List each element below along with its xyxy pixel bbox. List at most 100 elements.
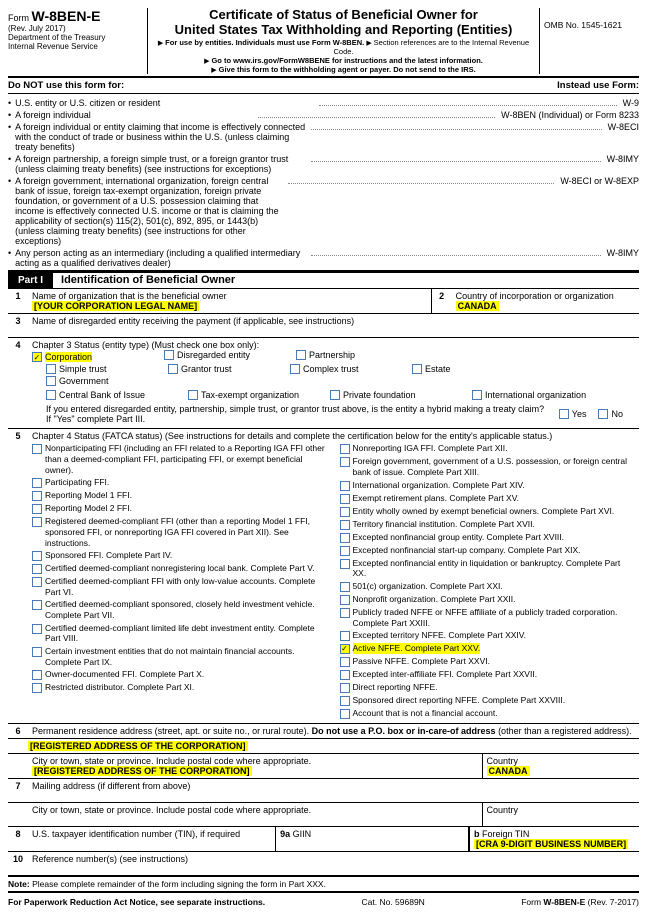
fatca-option[interactable]: Publicly traded NFFE or NFFE affiliate o… [340,607,636,628]
title1: Certificate of Status of Beneficial Owne… [154,8,533,23]
fatca-option[interactable]: Certified deemed-compliant nonregisterin… [32,563,328,574]
l1-num: 1 [8,289,28,313]
footer: For Paperwork Reduction Act Notice, see … [8,891,639,907]
checkbox-central-bank-of-issue[interactable]: Central Bank of Issue [46,390,176,400]
l9b-label: Foreign TIN [482,829,529,839]
title2: United States Tax Withholding and Report… [154,23,533,38]
fatca-option[interactable]: Territory financial institution. Complet… [340,519,636,530]
fatca-option[interactable]: Owner-documented FFI. Complete Part X. [32,669,328,680]
l6-label: Permanent residence address (street, apt… [32,726,309,736]
l8-label: U.S. taxpayer identification number (TIN… [32,829,271,839]
bullet-item: Any person acting as an intermediary (in… [8,248,639,268]
l6-city-value[interactable]: [REGISTERED ADDRESS OF THE CORPORATION] [32,766,252,776]
note1: For use by entities. Individuals must us… [165,38,364,47]
l9a-num: 9a [280,829,290,839]
fatca-option[interactable]: Excepted territory NFFE. Complete Part X… [340,630,636,641]
checkbox-grantor-trust[interactable]: Grantor trust [168,364,278,374]
checkbox-international-organization[interactable]: International organization [472,390,602,400]
l6-bold: Do not use a P.O. box or in-care-of addr… [312,726,496,736]
do-not-row: Do NOT use this form for: Instead use Fo… [8,78,639,94]
fatca-option[interactable]: Sponsored direct reporting NFFE. Complet… [340,695,636,706]
l6-country-value[interactable]: CANADA [487,766,530,776]
checkbox-simple-trust[interactable]: Simple trust [46,364,156,374]
fatca-option[interactable]: Certain investment entities that do not … [32,646,328,667]
bullet-item: A foreign government, international orga… [8,176,639,246]
fatca-option[interactable]: Nonparticipating FFI (including an FFI r… [32,443,328,475]
l9a-label: GIIN [293,829,312,839]
l7-num: 7 [8,779,28,802]
l4-yes[interactable]: Yes [559,404,587,424]
l7-country-label: Country [487,805,636,815]
checkbox-complex-trust[interactable]: Complex trust [290,364,400,374]
l6-num: 6 [8,724,28,738]
l3-num: 3 [8,314,28,337]
fatca-option[interactable]: Nonprofit organization. Complete Part XX… [340,594,636,605]
fatca-option[interactable]: International organization. Complete Par… [340,480,636,491]
rev: (Rev. July 2017) [8,24,143,33]
form-prefix: Form [8,13,29,23]
do-not-label: Do NOT use this form for: [8,80,124,91]
l3-label: Name of disregarded entity receiving the… [32,316,635,326]
l2-num: 2 [432,289,452,313]
fatca-option[interactable]: Foreign government, government of a U.S.… [340,456,636,477]
fatca-option[interactable]: Active NFFE. Complete Part XXV. [340,643,636,654]
fatca-option[interactable]: Restricted distributor. Complete Part XI… [32,682,328,693]
fatca-option[interactable]: Excepted inter-affiliate FFI. Complete P… [340,669,636,680]
l4-no[interactable]: No [598,404,623,424]
checkbox-estate[interactable]: Estate [412,364,522,374]
l8-num: 8 [8,827,28,851]
form-header: Form W-8BEN-E (Rev. July 2017) Departmen… [8,8,639,78]
fatca-option[interactable]: Direct reporting NFFE. [340,682,636,693]
dept1: Department of the Treasury [8,33,143,42]
fatca-option[interactable]: Reporting Model 1 FFI. [32,490,328,501]
l1-label: Name of organization that is the benefic… [32,291,427,301]
fatca-option[interactable]: Entity wholly owned by exempt beneficial… [340,506,636,517]
fatca-option[interactable]: Sponsored FFI. Complete Part IV. [32,550,328,561]
fatca-option[interactable]: 501(c) organization. Complete Part XXI. [340,581,636,592]
note2: Go to www.irs.gov/FormW8BENE for instruc… [211,56,482,65]
fatca-option[interactable]: Excepted nonfinancial entity in liquidat… [340,558,636,579]
fatca-option[interactable]: Nonreporting IGA FFI. Complete Part XII. [340,443,636,454]
fatca-option[interactable]: Exempt retirement plans. Complete Part X… [340,493,636,504]
bullets-list: U.S. entity or U.S. citizen or residentW… [8,94,639,272]
form-code: W-8BEN-E [32,8,101,24]
fatca-option[interactable]: Excepted nonfinancial start-up company. … [340,545,636,556]
l5-label: Chapter 4 Status (FATCA status) (See ins… [32,431,635,441]
note3: Give this form to the withholding agent … [219,65,476,74]
fatca-option[interactable]: Certified deemed-compliant sponsored, cl… [32,599,328,620]
l4-label: Chapter 3 Status (entity type) (Must che… [32,340,259,350]
l10-label: Reference number(s) (see instructions) [32,854,635,864]
fatca-option[interactable]: Certified deemed-compliant limited life … [32,623,328,644]
bullet-item: A foreign individualW-8BEN (Individual) … [8,110,639,120]
bullet-item: A foreign individual or entity claiming … [8,122,639,152]
fatca-option[interactable]: Reporting Model 2 FFI. [32,503,328,514]
l2-value[interactable]: CANADA [456,301,499,311]
l9b-value[interactable]: [CRA 9-DIGIT BUSINESS NUMBER] [474,839,628,849]
fatca-option[interactable]: Excepted nonfinancial group entity. Comp… [340,532,636,543]
checkbox-private-foundation[interactable]: Private foundation [330,390,460,400]
fatca-option[interactable]: Passive NFFE. Complete Part XXVI. [340,656,636,667]
l1-value[interactable]: [YOUR CORPORATION LEGAL NAME] [32,301,199,311]
l5-num: 5 [8,429,28,723]
fatca-option[interactable]: Certified deemed-compliant FFI with only… [32,576,328,597]
footer-left: For Paperwork Reduction Act Notice, see … [8,897,265,907]
l4-hybrid: If you entered disregarded entity, partn… [46,404,559,424]
fatca-option[interactable]: Registered deemed-compliant FFI (other t… [32,516,328,548]
checkbox-corporation[interactable]: Corporation [32,352,152,362]
note: Note: Note: Please complete remainder of… [8,876,639,891]
l6-city-label: City or town, state or province. Include… [32,756,478,766]
l6-value[interactable]: [REGISTERED ADDRESS OF THE CORPORATION] [28,741,248,751]
l4-num: 4 [8,338,28,429]
checkbox-disregarded-entity[interactable]: Disregarded entity [164,350,284,360]
fatca-option[interactable]: Account that is not a financial account. [340,708,636,719]
dept2: Internal Revenue Service [8,42,143,51]
checkbox-partnership[interactable]: Partnership [296,350,416,360]
bullet-item: U.S. entity or U.S. citizen or residentW… [8,98,639,108]
bullet-item: A foreign partnership, a foreign simple … [8,154,639,174]
l6-country-label: Country [487,756,636,766]
fatca-option[interactable]: Participating FFI. [32,477,328,488]
part-bar: Part I Identification of Beneficial Owne… [8,272,639,289]
checkbox-tax-exempt-organization[interactable]: Tax-exempt organization [188,390,318,400]
part-title: Identification of Beneficial Owner [53,274,235,286]
checkbox-government[interactable]: Government [46,376,156,386]
